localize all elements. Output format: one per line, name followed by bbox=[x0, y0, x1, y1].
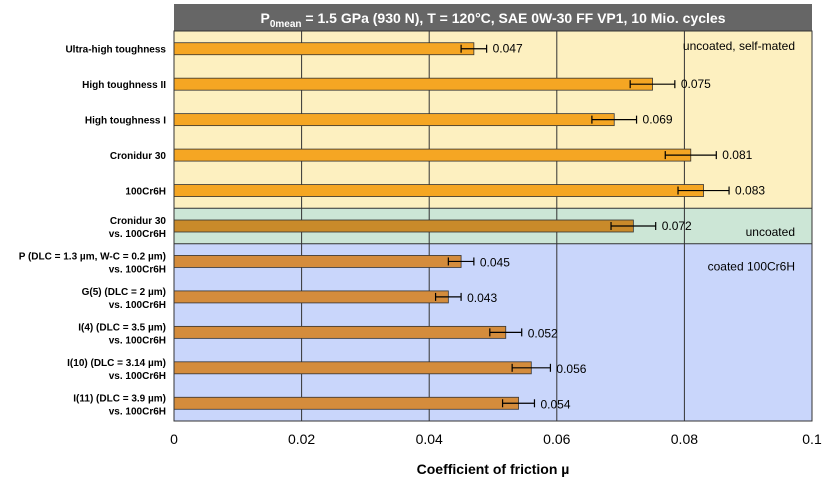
region-label: coated 100Cr6H bbox=[708, 260, 795, 274]
value-labels: 0.047 0.075 0.069 0.081 0.083 0.072 0.045 0.043… bbox=[467, 42, 765, 412]
bar bbox=[173, 396, 519, 410]
category-label: vs. 100Cr6H bbox=[109, 229, 166, 240]
error-bars bbox=[434, 44, 730, 408]
category-labels: Ultra-high toughness High toughness II Hig… bbox=[19, 45, 167, 418]
data-label: 0.075 bbox=[681, 77, 711, 91]
chart-title-subscript: 0mean bbox=[270, 19, 302, 30]
bar bbox=[173, 290, 449, 304]
region-label: uncoated bbox=[746, 225, 795, 239]
x-tick-label: 0.04 bbox=[416, 431, 443, 447]
bar bbox=[173, 255, 462, 268]
data-label: 0.072 bbox=[662, 219, 692, 233]
x-tick-labels: 0 0.02 0.04 0.06 0.08 0.1 bbox=[170, 431, 822, 447]
bars bbox=[173, 42, 704, 410]
x-tick-label: 0 bbox=[170, 431, 178, 447]
bar bbox=[173, 325, 507, 339]
x-tick-label: 0.08 bbox=[671, 431, 698, 447]
region-label: uncoated, self-mated bbox=[683, 39, 795, 53]
bar bbox=[173, 219, 634, 233]
bar bbox=[173, 77, 653, 91]
category-label: vs. 100Cr6H bbox=[109, 371, 166, 382]
category-label: I(4) (DLC = 3.5 µm) bbox=[78, 322, 166, 333]
category-label: High toughness II bbox=[82, 80, 166, 91]
category-label: vs. 100Cr6H bbox=[109, 264, 166, 275]
category-label: High toughness I bbox=[85, 116, 166, 127]
data-label: 0.047 bbox=[493, 42, 523, 56]
category-label: Cronidur 30 bbox=[110, 216, 167, 227]
chart-title: P0mean = 1.5 GPa (930 N), T = 120°C, SAE… bbox=[261, 10, 726, 30]
bar bbox=[173, 184, 704, 197]
data-label: 0.069 bbox=[643, 113, 673, 127]
category-label: G(5) (DLC = 2 µm) bbox=[82, 287, 166, 298]
x-axis-title: Coefficient of friction µ bbox=[417, 461, 570, 477]
category-label: P (DLC = 1.3 µm, W-C = 0.2 µm) bbox=[19, 251, 166, 262]
category-label: I(11) (DLC = 3.9 µm) bbox=[73, 393, 166, 404]
category-label: Cronidur 30 bbox=[110, 151, 167, 162]
category-label: 100Cr6H bbox=[125, 187, 166, 198]
bar bbox=[173, 42, 475, 56]
x-tick-label: 0.02 bbox=[288, 431, 315, 447]
chart-title-background bbox=[174, 4, 812, 31]
x-tick-label: 0.1 bbox=[802, 431, 822, 447]
chart-title-rest: = 1.5 GPa (930 N), T = 120°C, SAE 0W-30 … bbox=[302, 10, 726, 26]
x-tick-label: 0.06 bbox=[543, 431, 570, 447]
data-label: 0.081 bbox=[722, 148, 752, 162]
data-label: 0.054 bbox=[540, 397, 570, 411]
bar bbox=[173, 361, 532, 375]
category-label: vs. 100Cr6H bbox=[109, 300, 166, 311]
chart-title-main: P bbox=[261, 10, 270, 26]
region-labels: uncoated, self-mated uncoated coated 100Cr… bbox=[683, 39, 795, 274]
category-label: vs. 100Cr6H bbox=[109, 406, 166, 417]
data-label: 0.043 bbox=[467, 291, 497, 305]
data-label: 0.052 bbox=[528, 326, 558, 340]
bar bbox=[173, 148, 692, 162]
bar bbox=[173, 113, 615, 127]
data-label: 0.083 bbox=[735, 184, 765, 198]
data-label: 0.056 bbox=[556, 362, 586, 376]
axes bbox=[173, 30, 813, 422]
category-label: vs. 100Cr6H bbox=[109, 335, 166, 346]
category-label: I(10) (DLC = 3.14 µm) bbox=[67, 358, 166, 369]
data-label: 0.045 bbox=[480, 255, 510, 269]
category-label: Ultra-high toughness bbox=[65, 45, 166, 56]
plot-frame bbox=[173, 30, 813, 422]
